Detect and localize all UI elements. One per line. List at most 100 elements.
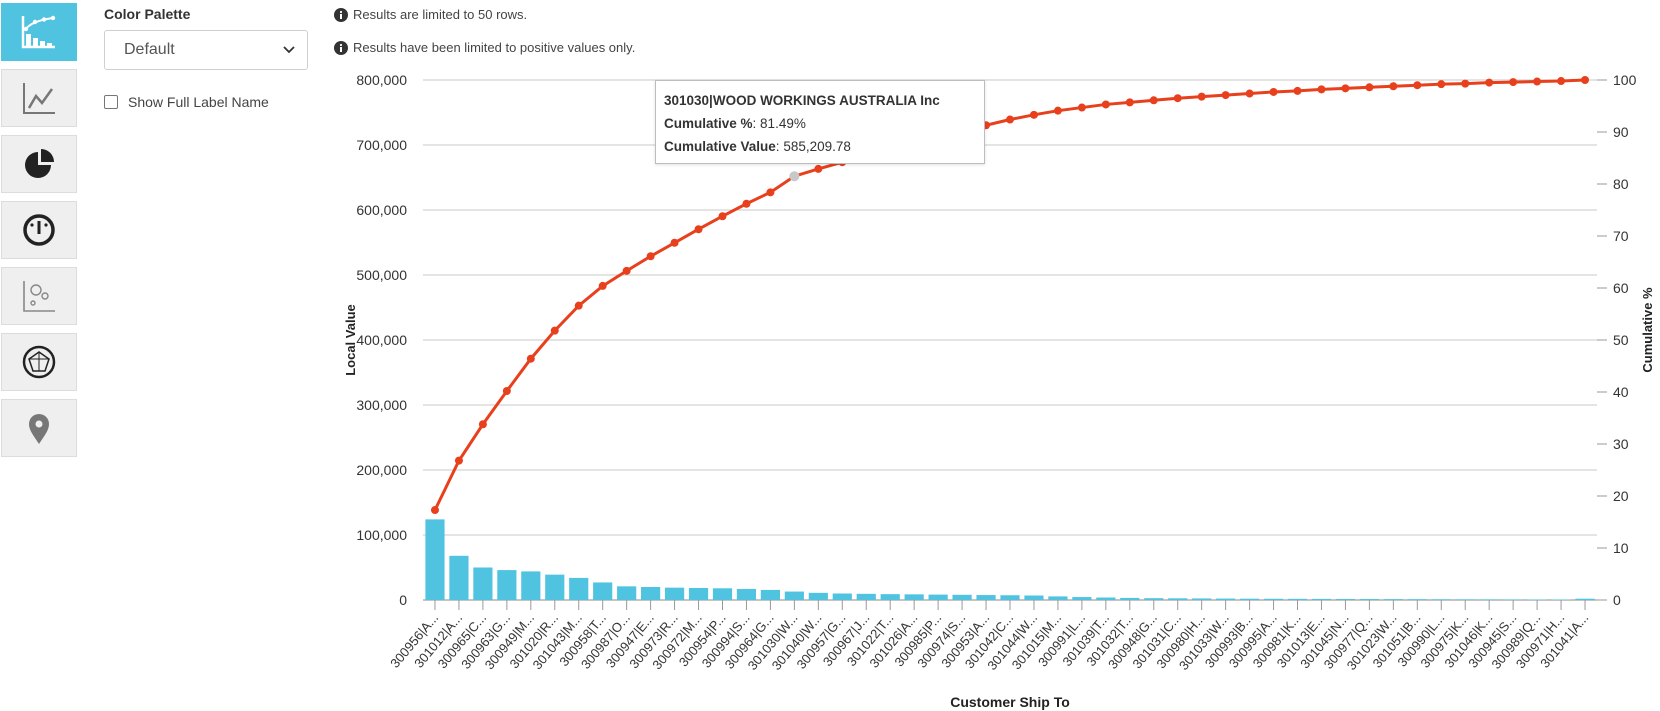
y-tick-label: 0 xyxy=(399,592,407,608)
bar xyxy=(1263,598,1284,600)
bar xyxy=(880,594,900,600)
cumulative-point xyxy=(1101,100,1110,109)
cumulative-point xyxy=(1149,96,1158,105)
show-full-label-checkbox[interactable] xyxy=(104,95,118,109)
y2-tick-label: 80 xyxy=(1613,176,1629,192)
cumulative-point xyxy=(670,238,679,247)
color-palette-label: Color Palette xyxy=(104,6,191,22)
bubble-chart-button[interactable] xyxy=(1,267,77,325)
bar xyxy=(784,591,804,600)
y2-tick-label: 60 xyxy=(1613,280,1629,296)
line-chart-icon xyxy=(23,83,55,114)
cumulative-point xyxy=(1581,76,1590,84)
y2-axis-title: Cumulative % xyxy=(1640,287,1655,373)
info-icon xyxy=(334,40,348,55)
gauge-chart-button[interactable] xyxy=(1,201,77,259)
bar xyxy=(1216,598,1236,600)
cumulative-point xyxy=(646,252,655,261)
cumulative-point xyxy=(1461,79,1470,88)
pie-chart-button[interactable] xyxy=(1,135,77,193)
y-tick-label: 700,000 xyxy=(356,137,407,153)
tooltip-cumulative-pct: Cumulative %: 81.49% xyxy=(664,116,806,131)
positive-only-text: Results have been limited to positive va… xyxy=(353,40,636,55)
cumulative-point xyxy=(1029,110,1038,119)
info-icon xyxy=(334,7,348,22)
bar xyxy=(1335,598,1356,600)
bar xyxy=(952,594,972,600)
tooltip-title: 301030|WOOD WORKINGS AUSTRALIA Inc xyxy=(664,93,940,108)
cumulative-point xyxy=(526,354,535,363)
y2-tick-label: 20 xyxy=(1613,488,1629,504)
cumulative-point xyxy=(1006,115,1014,124)
bar xyxy=(808,592,828,600)
map-chart-button[interactable] xyxy=(1,399,77,457)
cumulative-point xyxy=(598,281,607,290)
y-axis-title: Local Value xyxy=(343,304,358,376)
bar xyxy=(1192,598,1212,600)
radar-chart-icon xyxy=(22,345,56,379)
y2-tick-label: 90 xyxy=(1613,124,1629,140)
rows-limit-text: Results are limited to 50 rows. xyxy=(353,7,528,22)
cumulative-point xyxy=(1293,86,1302,95)
line-chart-button[interactable] xyxy=(1,69,77,127)
cumulative-point-highlight xyxy=(789,171,800,182)
bar xyxy=(1359,599,1379,600)
cumulative-point xyxy=(1341,84,1350,93)
bar xyxy=(641,587,661,600)
pareto-chart-icon xyxy=(21,15,56,49)
bar xyxy=(593,582,613,600)
cumulative-point xyxy=(742,199,751,208)
bar xyxy=(449,555,469,600)
cumulative-point xyxy=(718,212,727,221)
bar xyxy=(1479,599,1499,600)
y-tick-label: 200,000 xyxy=(356,462,407,478)
cumulative-point xyxy=(622,266,631,275)
bubble-chart-icon xyxy=(23,281,55,312)
bar xyxy=(1096,597,1116,600)
bar xyxy=(736,588,757,600)
cumulative-point xyxy=(1173,94,1182,103)
bar xyxy=(1575,598,1595,600)
bar xyxy=(1407,599,1427,600)
color-palette-select[interactable]: Default xyxy=(104,30,308,70)
show-full-label-row: Show Full Label Name xyxy=(104,94,309,110)
bar xyxy=(473,567,493,600)
bar xyxy=(1120,597,1140,600)
bar xyxy=(521,571,541,600)
cumulative-point xyxy=(1197,92,1206,101)
bar xyxy=(688,587,709,600)
pareto-chart-button[interactable] xyxy=(1,3,77,61)
cumulative-point xyxy=(1485,78,1494,87)
bar xyxy=(928,594,948,600)
bar xyxy=(1287,598,1308,600)
bar xyxy=(1000,595,1020,600)
bar xyxy=(425,519,445,600)
positive-only-notice: Results have been limited to positive va… xyxy=(334,40,635,55)
cumulative-point xyxy=(1245,89,1254,98)
cumulative-point xyxy=(478,420,487,429)
cumulative-point xyxy=(1557,77,1566,86)
y-tick-label: 800,000 xyxy=(356,72,407,88)
chart-options-panel: Color Palette Default Show Full Label Na… xyxy=(104,6,309,110)
bar xyxy=(712,588,733,600)
cumulative-point xyxy=(1509,78,1518,87)
bar xyxy=(904,594,924,600)
cumulative-point xyxy=(502,386,511,395)
y2-tick-label: 0 xyxy=(1613,592,1621,608)
y2-tick-label: 50 xyxy=(1613,332,1629,348)
bar xyxy=(1024,595,1044,600)
bar xyxy=(1048,596,1068,600)
y-tick-label: 400,000 xyxy=(356,332,407,348)
gauge-icon xyxy=(23,214,55,246)
cumulative-point xyxy=(1317,85,1326,94)
y-tick-label: 300,000 xyxy=(356,397,407,413)
cumulative-point xyxy=(694,225,703,234)
y2-tick-label: 10 xyxy=(1613,540,1629,556)
map-pin-icon xyxy=(29,414,49,444)
cumulative-point xyxy=(766,188,775,197)
radar-chart-button[interactable] xyxy=(1,333,77,391)
cumulative-point xyxy=(1125,98,1134,107)
cumulative-point xyxy=(1413,81,1422,90)
cumulative-point xyxy=(1389,82,1398,91)
